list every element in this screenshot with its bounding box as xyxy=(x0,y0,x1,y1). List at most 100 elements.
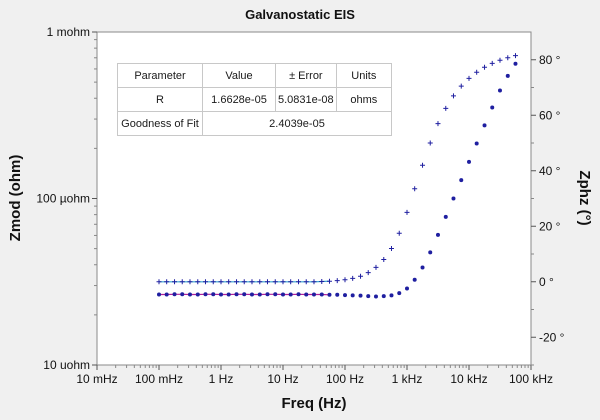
phase-point xyxy=(218,279,224,285)
magnitude-point xyxy=(420,265,425,270)
phase-point xyxy=(179,279,185,285)
magnitude-point xyxy=(226,292,231,297)
magnitude-point xyxy=(164,292,169,297)
magnitude-point xyxy=(435,232,440,237)
magnitude-point xyxy=(405,286,409,291)
phase-point xyxy=(210,279,216,285)
phase-point xyxy=(474,69,480,75)
x-tick-label: 100 mHz xyxy=(135,372,183,386)
magnitude-point xyxy=(195,292,200,297)
fit-table-cell-parameter: R xyxy=(117,87,203,112)
x-tick-label: 100 kHz xyxy=(509,372,553,386)
magnitude-point xyxy=(157,292,161,297)
magnitude-point xyxy=(459,178,464,183)
phase-point xyxy=(435,121,441,127)
x-tick-label: 10 kHz xyxy=(450,372,487,386)
magnitude-point xyxy=(381,294,386,299)
magnitude-point xyxy=(311,292,316,297)
magnitude-point xyxy=(451,196,456,201)
y-axis-label: Zmod (ohm) xyxy=(7,155,24,242)
fit-table-row: R 1.6628e-05 5.0831e-08 ohms xyxy=(117,87,393,112)
magnitude-point xyxy=(412,277,417,282)
magnitude-point xyxy=(172,292,177,297)
magnitude-point xyxy=(288,292,293,297)
magnitude-point xyxy=(373,294,378,299)
phase-point xyxy=(264,279,270,285)
magnitude-point xyxy=(397,291,402,296)
phase-point xyxy=(396,230,402,236)
phase-point xyxy=(311,279,317,285)
x-tick-label: 1 kHz xyxy=(392,372,423,386)
magnitude-point xyxy=(265,292,270,297)
magnitude-point xyxy=(443,214,448,219)
phase-point xyxy=(412,186,418,192)
fit-table-gof-row: Goodness of Fit 2.4039e-05 xyxy=(117,111,392,136)
fit-results-table: Parameter Value ± Error Units R 1.6628e-… xyxy=(117,63,393,136)
fit-table-gof-value: 2.4039e-05 xyxy=(202,111,392,136)
phase-point xyxy=(202,279,208,285)
magnitude-point xyxy=(219,292,223,297)
phase-point xyxy=(241,279,247,285)
fit-table-cell-value: 1.6628e-05 xyxy=(202,87,276,112)
phase-point xyxy=(365,270,371,276)
magnitude-point xyxy=(343,293,347,298)
phase-point xyxy=(505,55,511,61)
phase-point xyxy=(280,279,286,285)
x-tick-label: 10 mHz xyxy=(76,372,117,386)
y2-tick-label: 80 ° xyxy=(539,53,561,67)
magnitude-point xyxy=(490,105,495,110)
magnitude-point xyxy=(513,61,518,66)
magnitude-point xyxy=(281,292,285,297)
phase-point xyxy=(404,209,410,215)
fit-table-header-row: Parameter Value ± Error Units xyxy=(117,63,393,88)
phase-point xyxy=(272,279,278,285)
phase-point xyxy=(466,75,472,81)
magnitude-point xyxy=(350,293,355,298)
magnitude-point xyxy=(296,292,301,297)
phase-point xyxy=(450,93,456,99)
phase-point xyxy=(156,279,162,285)
magnitude-point xyxy=(180,292,185,297)
y-tick-label: 1 mohm xyxy=(47,25,90,39)
magnitude-point xyxy=(482,123,487,128)
phase-point xyxy=(334,278,340,284)
chart-title: Galvanostatic EIS xyxy=(245,7,355,22)
phase-point xyxy=(388,245,394,251)
phase-point xyxy=(257,279,263,285)
fit-table-header-units: Units xyxy=(335,63,393,88)
phase-point xyxy=(164,279,170,285)
phase-point xyxy=(288,279,294,285)
y-tick-label: 10 uohm xyxy=(43,358,90,372)
y2-tick-label: 40 ° xyxy=(539,164,561,178)
fit-table-header-error: ± Error xyxy=(275,63,337,88)
magnitude-point xyxy=(242,292,247,297)
phase-point xyxy=(427,140,433,146)
magnitude-point xyxy=(211,292,216,297)
phase-point xyxy=(234,279,240,285)
phase-point xyxy=(373,264,379,270)
magnitude-point xyxy=(257,292,262,297)
y2-tick-label: 60 ° xyxy=(539,108,561,122)
phase-point xyxy=(172,279,178,285)
phase-point xyxy=(489,60,495,66)
magnitude-point xyxy=(389,293,394,298)
y-tick-label: 100 µohm xyxy=(36,192,90,206)
magnitude-point xyxy=(327,292,332,297)
magnitude-point xyxy=(467,159,471,164)
magnitude-point xyxy=(428,250,433,255)
phase-point xyxy=(326,278,332,284)
phase-point xyxy=(458,83,464,89)
magnitude-point xyxy=(234,292,239,297)
phase-point xyxy=(342,277,348,283)
phase-point xyxy=(497,57,503,63)
phase-point xyxy=(319,278,325,284)
x-tick-label: 1 Hz xyxy=(209,372,234,386)
magnitude-point xyxy=(497,88,502,93)
phase-point xyxy=(482,64,488,70)
phase-point xyxy=(249,279,255,285)
phase-point xyxy=(512,53,518,59)
phase-point xyxy=(381,257,387,263)
magnitude-point xyxy=(366,294,371,299)
phase-point xyxy=(296,279,302,285)
magnitude-point xyxy=(319,292,324,297)
